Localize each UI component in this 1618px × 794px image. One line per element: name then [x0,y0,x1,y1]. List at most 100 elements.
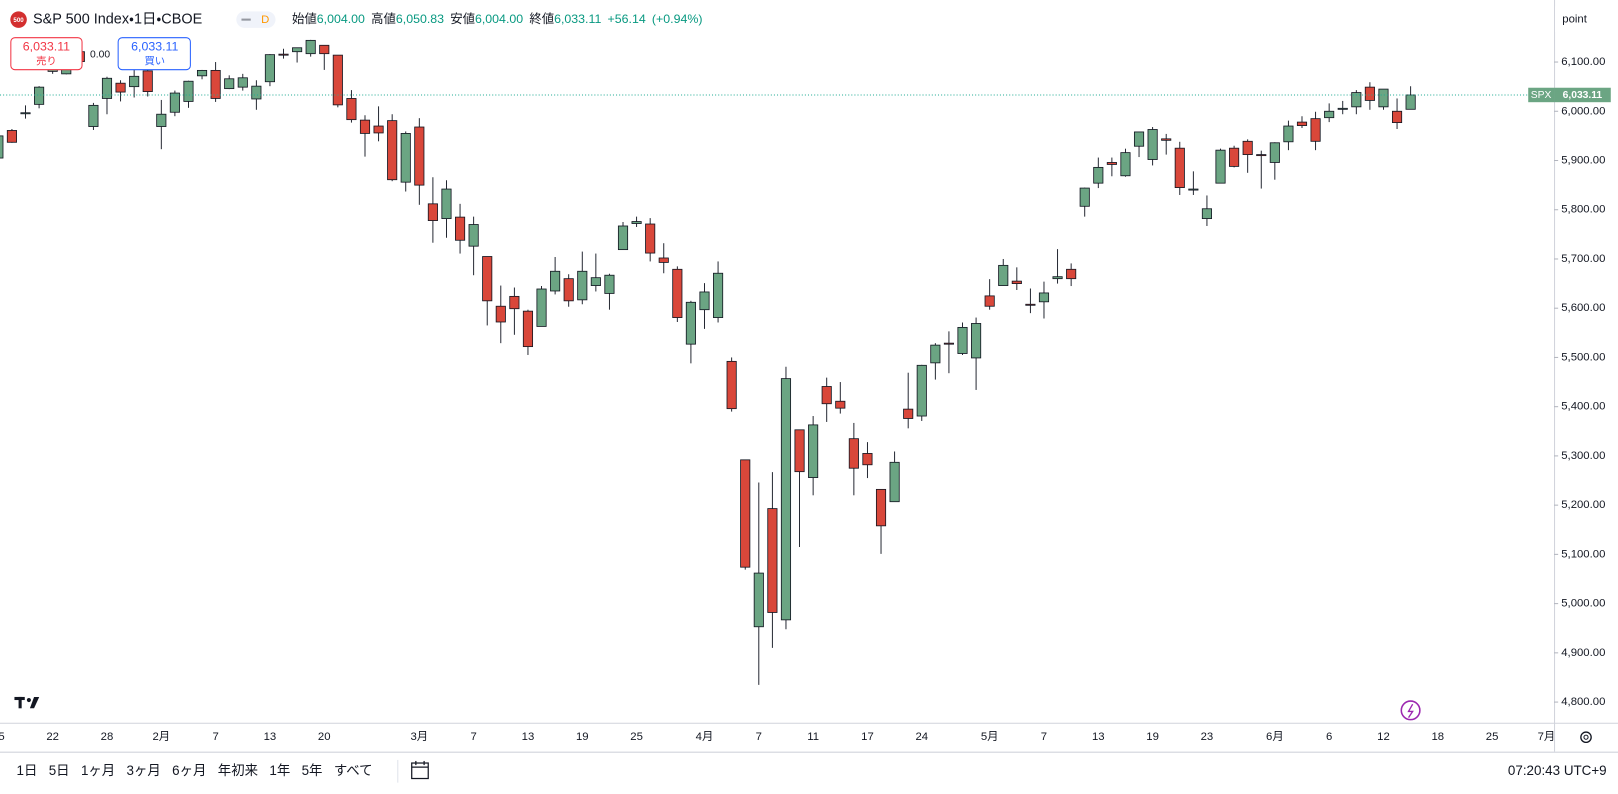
range-button[interactable]: 年初来 [218,763,258,778]
candle-body-up [1324,110,1335,119]
x-tick-label: 7 [756,731,762,743]
candle-body-down [1025,303,1036,306]
legend-low: 6,004.00 [475,12,523,26]
spread: 0.00 [90,49,110,60]
candle-body-up [971,323,982,359]
range-button[interactable]: 5年 [302,763,323,778]
candle-body-up [129,75,140,88]
market-badge: D [261,14,269,26]
legend-change: +56.14 [608,12,646,26]
x-tick-label: 7 [212,731,218,743]
candle-body-up [1201,208,1212,220]
candle-body-down [1174,147,1185,188]
candle-body-up [590,277,601,286]
y-tick-label: 5,800.00 [1561,204,1605,216]
candle-body-up [237,77,248,88]
candle-body-down [1229,147,1240,167]
candle-body-down [848,438,859,469]
range-button[interactable]: 6ヶ月 [172,763,206,778]
candle-body-up [713,272,724,318]
y-axis: 4,800.00 4,900.00 5,000.00 5,100.00 5,200.00… [1554,56,1605,708]
y-tick-label: 5,300.00 [1561,450,1605,462]
candle-body-down [658,257,669,263]
symbol-icon [10,11,27,28]
candle-body-down [1106,162,1117,165]
y-tick-label: 6,100.00 [1561,56,1605,68]
settings-icon[interactable] [1580,731,1592,744]
candle-body-up [34,86,45,105]
lightning-icon[interactable] [1400,700,1421,721]
candle-body-up [224,78,235,90]
x-tick-label: 18 [1431,731,1444,743]
x-tick-label: 23 [1201,731,1214,743]
x-tick-label: 13 [522,731,535,743]
y-tick-label: 5,700.00 [1561,253,1605,265]
candle-body-down [726,360,737,410]
x-tick-label: 20 [318,731,331,743]
candle-body-up [1147,129,1158,160]
candle-body-up [468,224,479,247]
legend-close-label: 終値 [529,11,554,26]
candle-body-down [862,453,873,466]
buy-label[interactable]: 買い [144,56,165,68]
candle-body-up [88,104,99,127]
price-tag: SPX 6,033.11 [1528,87,1611,103]
x-tick-label: 7月 [1538,731,1556,743]
legend-open: 6,004.00 [317,12,365,26]
range-button[interactable]: 3ヶ月 [127,763,161,778]
candle-body-up [957,326,968,354]
candle-body-up [0,135,4,159]
x-tick-label: 3月 [410,731,428,743]
candle-body-up [1133,131,1145,147]
candle-body-down [1066,268,1077,280]
scale-button[interactable] [1555,6,1615,33]
candle-body-up [292,47,303,53]
x-tick-label: 13 [264,731,277,743]
candle-body-up [536,288,547,327]
ohlc-legend: 始値 6,004.00 高値 6,050.83 安値 6,004.00 終値 6,033.11… [292,11,702,26]
status-dash [241,18,251,21]
range-button[interactable]: 1ヶ月 [81,763,115,778]
y-tick-label: 5,400.00 [1561,401,1605,413]
y-tick-label: 5,600.00 [1561,302,1605,314]
candle-body-up [156,113,167,127]
legend-high: 6,050.83 [396,12,444,26]
range-button[interactable]: 5日 [49,763,70,778]
range-button[interactable]: 1日 [17,763,38,778]
buy-button[interactable] [117,37,191,71]
range-button[interactable]: 1年 [269,763,290,778]
settings-icon-core [1583,734,1589,740]
calendar-icon[interactable] [411,760,429,780]
sell-price[interactable]: 6,033.11 [23,40,70,54]
x-tick-label: 11 [807,731,819,743]
x-axis: 15 22 28 2月 7 13 20 3月 7 13 19 25 4月 7 11 17 24 5月 7 13 19 23… [0,731,1556,743]
buy-price[interactable]: 6,033.11 [131,40,178,54]
lightning-bolt [1407,703,1414,718]
candle-body-up [1378,88,1389,108]
sell-button[interactable] [10,37,83,71]
candle-body-up [169,92,180,113]
x-tick-label: 24 [915,731,928,743]
sell-label[interactable]: 売り [36,55,57,68]
candle-body-up [1038,292,1050,303]
scale-button-text[interactable]: point [1562,14,1587,26]
candle-body-down [984,295,995,307]
x-tick-label: 25 [1486,731,1499,743]
y-tick-label: 5,900.00 [1561,155,1605,167]
y-tick-label: 4,800.00 [1561,696,1605,708]
candle-body-down [319,44,330,55]
candle-body-up [1093,166,1104,184]
candle-body-up [685,301,696,345]
candle-body-up [617,225,629,251]
candle-body-down [115,82,126,93]
candle-body-up [1052,276,1063,280]
price-tag-symbol: SPX [1531,90,1552,101]
candle-body-down [387,120,398,181]
legend-low-label: 安値 [450,11,475,26]
candle-body-up [20,112,31,115]
candle-body-up [1337,107,1348,110]
price-tag-value: 6,033.11 [1563,90,1603,101]
candle-body-down [373,125,384,134]
range-button[interactable]: すべて [334,763,373,778]
